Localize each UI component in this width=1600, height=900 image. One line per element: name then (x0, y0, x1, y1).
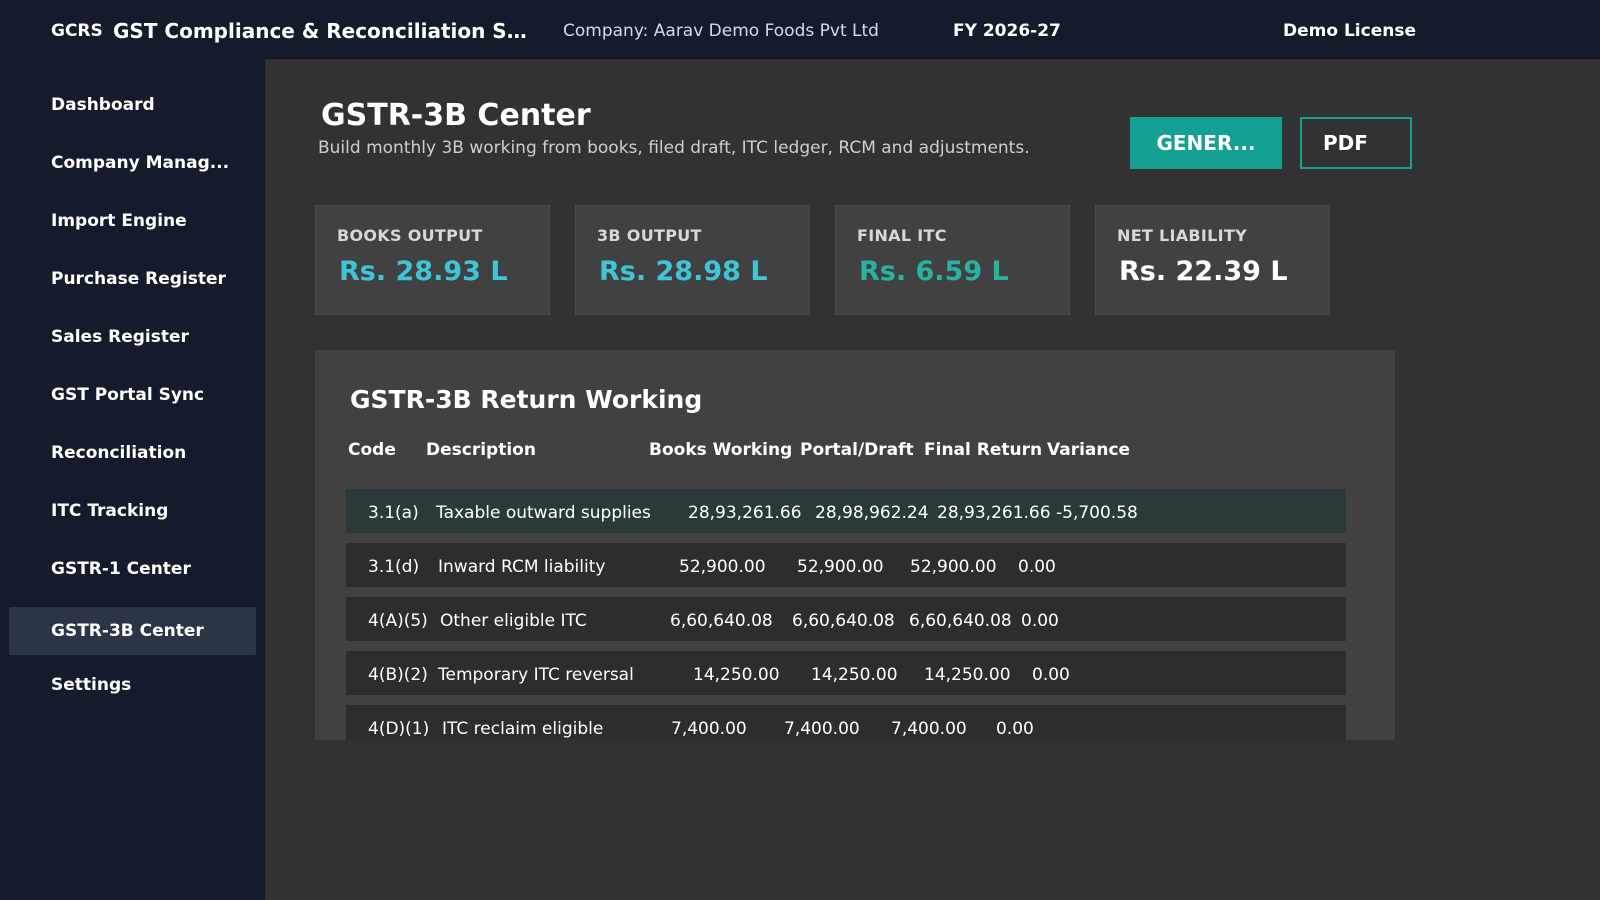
card-label: FINAL ITC (857, 226, 947, 245)
final-itc-card: FINAL ITC Rs. 6.59 L (835, 205, 1070, 315)
page-subtitle: Build monthly 3B working from books, fil… (318, 138, 1030, 158)
license-label: Demo License (1283, 21, 1416, 41)
fiscal-year-label: FY 2026-27 (953, 21, 1061, 41)
sidebar-item-sales-register[interactable]: Sales Register (51, 327, 189, 347)
return-working-panel: GSTR-3B Return Working Code Description … (315, 350, 1395, 740)
cell-final: 14,250.00 (924, 665, 1011, 685)
cell-portal: 28,98,962.24 (815, 503, 929, 523)
cell-variance: 0.00 (1032, 665, 1070, 685)
panel-title: GSTR-3B Return Working (350, 385, 703, 414)
cell-portal: 7,400.00 (784, 719, 860, 739)
generate-button[interactable]: GENER... (1130, 117, 1282, 169)
table-row[interactable]: 3.1(d) Inward RCM liability 52,900.00 52… (346, 543, 1346, 587)
app-title: GST Compliance & Reconciliation Sys... (113, 19, 533, 43)
app-logo: GCRS (51, 21, 103, 41)
column-header-final-return: Final Return (924, 440, 1043, 460)
cell-books: 14,250.00 (693, 665, 780, 685)
cell-code: 3.1(d) (368, 557, 420, 577)
sidebar-item-gstr1-center[interactable]: GSTR-1 Center (51, 559, 191, 579)
card-value: Rs. 28.93 L (339, 256, 508, 287)
cell-books: 52,900.00 (679, 557, 766, 577)
card-value: Rs. 6.59 L (859, 256, 1009, 287)
cell-portal: 52,900.00 (797, 557, 884, 577)
net-liability-card: NET LIABILITY Rs. 22.39 L (1095, 205, 1330, 315)
cell-description: Inward RCM liability (438, 557, 606, 577)
sidebar: Dashboard Company Manag... Import Engine… (0, 58, 265, 900)
page-title: GSTR-3B Center (321, 98, 591, 133)
sidebar-item-import-engine[interactable]: Import Engine (51, 211, 187, 231)
cell-portal: 6,60,640.08 (792, 611, 895, 631)
table-row[interactable]: 4(A)(5) Other eligible ITC 6,60,640.08 6… (346, 597, 1346, 641)
cell-description: Other eligible ITC (440, 611, 587, 631)
cell-variance: 0.00 (1021, 611, 1059, 631)
books-output-card: BOOKS OUTPUT Rs. 28.93 L (315, 205, 550, 315)
cell-final: 6,60,640.08 (909, 611, 1012, 631)
sidebar-item-itc-tracking[interactable]: ITC Tracking (51, 501, 169, 521)
cell-final: 28,93,261.66 (937, 503, 1051, 523)
cell-code: 4(A)(5) (368, 611, 428, 631)
cell-variance: 0.00 (1018, 557, 1056, 577)
column-header-variance: Variance (1047, 440, 1131, 460)
cell-books: 6,60,640.08 (670, 611, 773, 631)
column-header-description: Description (426, 440, 536, 460)
card-value: Rs. 28.98 L (599, 256, 768, 287)
cell-description: ITC reclaim eligible (442, 719, 604, 739)
column-header-code: Code (348, 440, 396, 460)
company-label: Company: Aarav Demo Foods Pvt Ltd (563, 21, 879, 41)
sidebar-item-company-management[interactable]: Company Manag... (51, 153, 230, 173)
column-header-books-working: Books Working (649, 440, 793, 460)
pdf-button[interactable]: PDF (1300, 117, 1412, 169)
cell-variance: 0.00 (996, 719, 1034, 739)
table-row[interactable]: 4(B)(2) Temporary ITC reversal 14,250.00… (346, 651, 1346, 695)
card-label: BOOKS OUTPUT (337, 226, 483, 245)
sidebar-item-gstr3b-center[interactable]: GSTR-3B Center (9, 607, 256, 655)
table-row[interactable]: 3.1(a) Taxable outward supplies 28,93,26… (346, 489, 1346, 533)
top-bar: GCRS GST Compliance & Reconciliation Sys… (0, 0, 1600, 59)
table-row[interactable]: 4(D)(1) ITC reclaim eligible 7,400.00 7,… (346, 705, 1346, 740)
sidebar-item-settings[interactable]: Settings (51, 675, 132, 695)
card-label: 3B OUTPUT (597, 226, 702, 245)
cell-description: Taxable outward supplies (436, 503, 651, 523)
cell-final: 7,400.00 (891, 719, 967, 739)
cell-variance: -5,700.58 (1056, 503, 1138, 523)
sidebar-item-gst-portal-sync[interactable]: GST Portal Sync (51, 385, 205, 405)
sidebar-item-purchase-register[interactable]: Purchase Register (51, 269, 226, 289)
cell-code: 4(B)(2) (368, 665, 428, 685)
column-header-portal-draft: Portal/Draft (800, 440, 914, 460)
cell-code: 4(D)(1) (368, 719, 430, 739)
card-value: Rs. 22.39 L (1119, 256, 1288, 287)
cell-description: Temporary ITC reversal (438, 665, 634, 685)
card-label: NET LIABILITY (1117, 226, 1248, 245)
3b-output-card: 3B OUTPUT Rs. 28.98 L (575, 205, 810, 315)
sidebar-item-reconciliation[interactable]: Reconciliation (51, 443, 187, 463)
cell-portal: 14,250.00 (811, 665, 898, 685)
cell-books: 28,93,261.66 (688, 503, 802, 523)
cell-final: 52,900.00 (910, 557, 997, 577)
sidebar-item-dashboard[interactable]: Dashboard (51, 95, 155, 115)
cell-code: 3.1(a) (368, 503, 419, 523)
cell-books: 7,400.00 (671, 719, 747, 739)
